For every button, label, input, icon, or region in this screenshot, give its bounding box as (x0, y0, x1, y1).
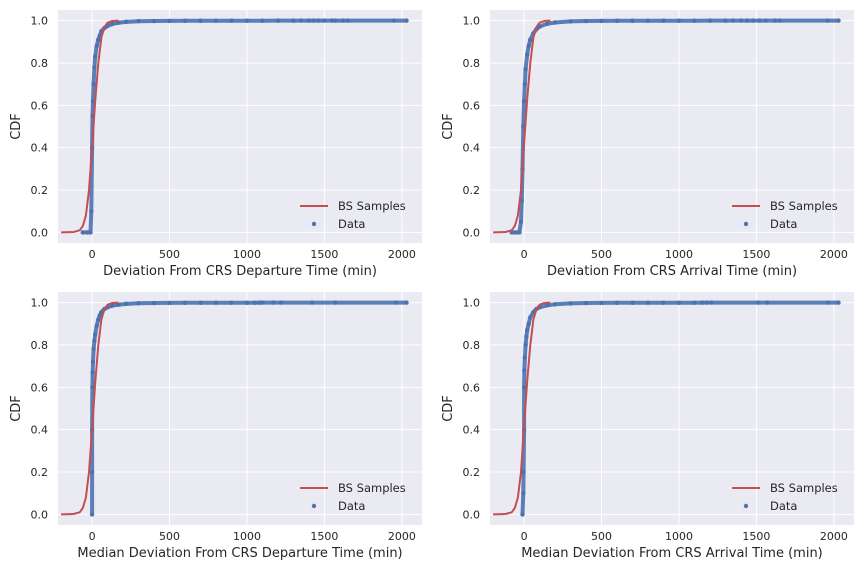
plot-area (58, 10, 422, 243)
y-tick-label: 1.0 (31, 15, 49, 28)
plot-area (490, 10, 854, 243)
chart-panel-2: 0 500 1000 1500 2000 0.0 0.2 0.4 0.6 0.8 1.0 Deviat… (441, 10, 854, 279)
x-axis-label: Deviation From CRS Arrival Time (min) (547, 264, 797, 279)
chart-panel-1: 0 500 1000 1500 2000 0.0 0.2 0.4 0.6 0.8 1.0 Deviat… (9, 10, 422, 279)
y-tick-label: 0.4 (463, 424, 481, 437)
x-tick-label: 1500 (742, 248, 770, 261)
x-tick-label: 2000 (820, 530, 848, 543)
x-tick-label: 500 (591, 530, 612, 543)
x-axis-label: Median Deviation From CRS Arrival Time (… (521, 546, 823, 561)
data-point-trace (80, 18, 409, 235)
x-axis-label: Median Deviation From CRS Departure Time… (77, 546, 402, 561)
x-tick-label: 2000 (388, 530, 416, 543)
x-tick-label: 0 (89, 530, 96, 543)
x-tick-label: 500 (159, 248, 180, 261)
y-tick-label: 0.6 (31, 381, 49, 394)
y-tick-label: 0.2 (31, 466, 49, 479)
chart-panel-3: 0 500 1000 1500 2000 0.0 0.2 0.4 0.6 0.8 1.0 Median… (9, 292, 422, 561)
bs-samples-line (61, 301, 119, 516)
y-tick-label: 0.8 (463, 57, 481, 70)
plot-marks (493, 18, 841, 235)
y-tick-label: 0.0 (31, 226, 49, 239)
x-tick-label: 1000 (665, 248, 693, 261)
bs-samples-line (61, 19, 119, 234)
bs-samples-line (493, 301, 551, 516)
plot-area (490, 292, 854, 525)
chart-panel-4: 0 500 1000 1500 2000 0.0 0.2 0.4 0.6 0.8 1.0 Median… (441, 292, 854, 561)
bs-samples-line (493, 19, 551, 234)
plot-marks (61, 18, 409, 235)
legend-marker-swatch (311, 503, 317, 509)
x-tick-label: 500 (159, 530, 180, 543)
legend-label: Data (770, 499, 797, 513)
legend-marker-swatch (743, 503, 749, 509)
y-tick-label: 0.0 (463, 226, 481, 239)
y-axis-label: CDF (441, 113, 456, 140)
x-tick-label: 2000 (388, 248, 416, 261)
y-tick-label: 1.0 (463, 297, 481, 310)
y-tick-label: 0.4 (31, 142, 49, 155)
x-tick-label: 1000 (233, 248, 261, 261)
legend: BS Samples Data (732, 481, 838, 513)
legend-label: BS Samples (770, 199, 838, 213)
y-tick-label: 0.8 (31, 57, 49, 70)
x-tick-label: 1500 (310, 248, 338, 261)
x-tick-label: 1500 (742, 530, 770, 543)
legend: BS Samples Data (732, 199, 838, 231)
plot-area (58, 292, 422, 525)
y-axis-label: CDF (9, 395, 24, 422)
y-tick-label: 0.0 (463, 508, 481, 521)
legend-label: Data (338, 217, 365, 231)
x-tick-label: 0 (521, 530, 528, 543)
data-point-trace (520, 300, 841, 517)
x-tick-label: 1500 (310, 530, 338, 543)
y-tick-label: 0.6 (31, 99, 49, 112)
y-axis-label: CDF (441, 395, 456, 422)
legend: BS Samples Data (300, 199, 406, 231)
legend-label: Data (338, 499, 365, 513)
y-tick-label: 0.6 (463, 381, 481, 394)
y-tick-label: 0.4 (463, 142, 481, 155)
y-tick-label: 0.4 (31, 424, 49, 437)
legend-label: BS Samples (770, 481, 838, 495)
x-tick-label: 0 (89, 248, 96, 261)
x-tick-label: 1000 (665, 530, 693, 543)
y-tick-label: 0.2 (31, 184, 49, 197)
y-tick-label: 1.0 (31, 297, 49, 310)
x-tick-label: 500 (591, 248, 612, 261)
x-axis-label: Deviation From CRS Departure Time (min) (103, 264, 377, 279)
x-tick-label: 2000 (820, 248, 848, 261)
y-tick-label: 0.0 (31, 508, 49, 521)
y-tick-label: 0.2 (463, 184, 481, 197)
legend-label: BS Samples (338, 481, 406, 495)
y-axis-label: CDF (9, 113, 24, 140)
legend-label: Data (770, 217, 797, 231)
plot-marks (61, 300, 409, 517)
x-tick-label: 0 (521, 248, 528, 261)
y-tick-label: 0.8 (463, 339, 481, 352)
legend-marker-swatch (743, 221, 749, 227)
x-tick-label: 1000 (233, 530, 261, 543)
y-tick-label: 1.0 (463, 15, 481, 28)
legend-label: BS Samples (338, 199, 406, 213)
y-tick-label: 0.6 (463, 99, 481, 112)
plot-marks (493, 300, 841, 517)
legend-marker-swatch (311, 221, 317, 227)
y-tick-label: 0.8 (31, 339, 49, 352)
y-tick-label: 0.2 (463, 466, 481, 479)
legend: BS Samples Data (300, 481, 406, 513)
data-point-trace (90, 300, 409, 517)
